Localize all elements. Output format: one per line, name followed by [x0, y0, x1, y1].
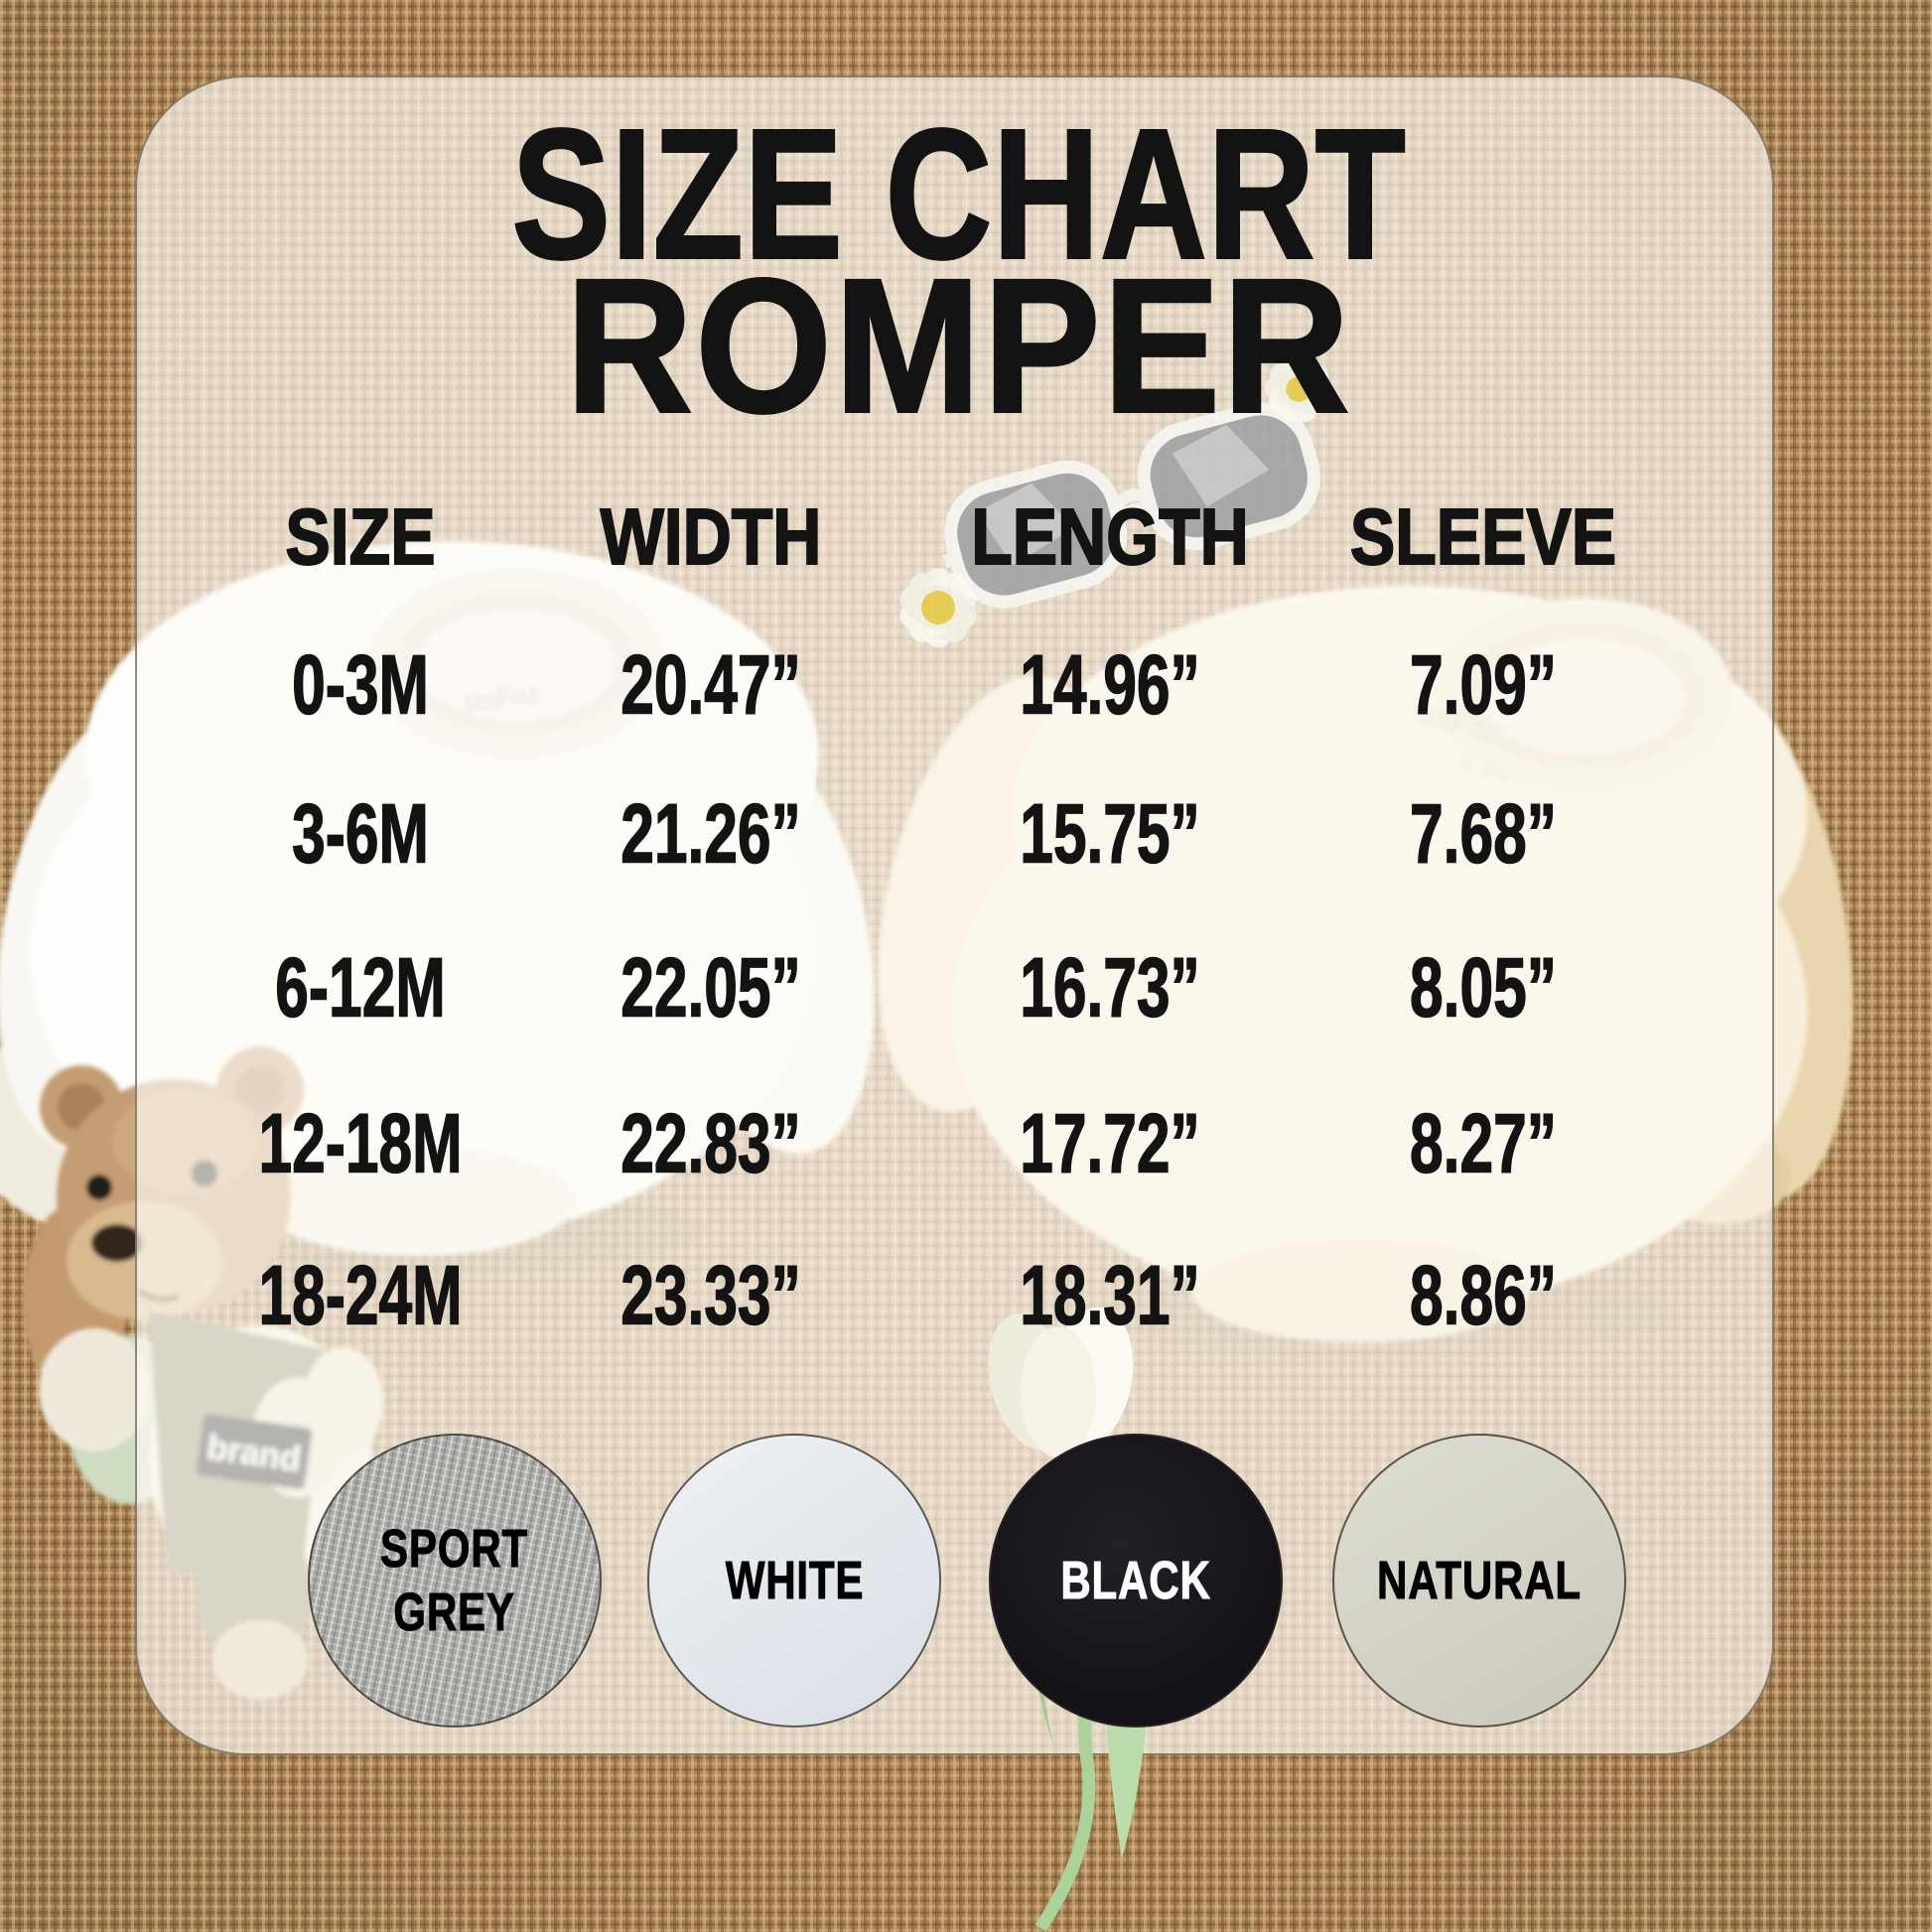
row-3-size: 12-18M [258, 1096, 463, 1191]
row-2-sleeve: 8.05” [1409, 940, 1557, 1035]
header-sleeve: SLEEVE [1349, 491, 1617, 582]
row-0-length: 14.96” [1020, 637, 1201, 733]
swatch-white-label: WHITE [725, 1551, 864, 1611]
page-title-line-1: SIZE CHART [510, 90, 1407, 299]
header-size: SIZE [285, 491, 437, 582]
header-width: WIDTH [600, 491, 823, 582]
swatch-black: BLACK [989, 1434, 1283, 1727]
row-1-length: 15.75” [1020, 786, 1201, 882]
header-length: LENGTH [970, 491, 1249, 582]
row-0-size: 0-3M [292, 637, 430, 733]
swatch-natural: NATURAL [1332, 1434, 1626, 1727]
page-title-line-2: ROMPER [565, 237, 1352, 454]
row-1-size: 3-6M [292, 786, 430, 882]
row-3-length: 17.72” [1020, 1096, 1201, 1191]
swatch-natural-label: NATURAL [1377, 1551, 1582, 1611]
row-4-size: 18-24M [258, 1248, 463, 1343]
row-4-length: 18.31” [1020, 1248, 1201, 1343]
swatch-black-label: BLACK [1060, 1551, 1211, 1611]
row-2-width: 22.05” [621, 940, 802, 1035]
row-1-width: 21.26” [621, 786, 802, 882]
row-1-sleeve: 7.68” [1409, 786, 1557, 882]
swatch-sport-grey-label: SPORT GREY [380, 1519, 529, 1643]
row-3-sleeve: 8.27” [1409, 1096, 1557, 1191]
row-2-size: 6-12M [275, 940, 447, 1035]
row-4-sleeve: 8.86” [1409, 1248, 1557, 1343]
swatch-white: WHITE [647, 1434, 941, 1727]
row-4-width: 23.33” [621, 1248, 802, 1343]
swatch-sport-grey: SPORT GREY [308, 1434, 602, 1727]
row-0-sleeve: 7.09” [1409, 637, 1557, 733]
row-2-length: 16.73” [1020, 940, 1201, 1035]
row-0-width: 20.47” [621, 637, 802, 733]
row-3-width: 22.83” [621, 1096, 802, 1191]
